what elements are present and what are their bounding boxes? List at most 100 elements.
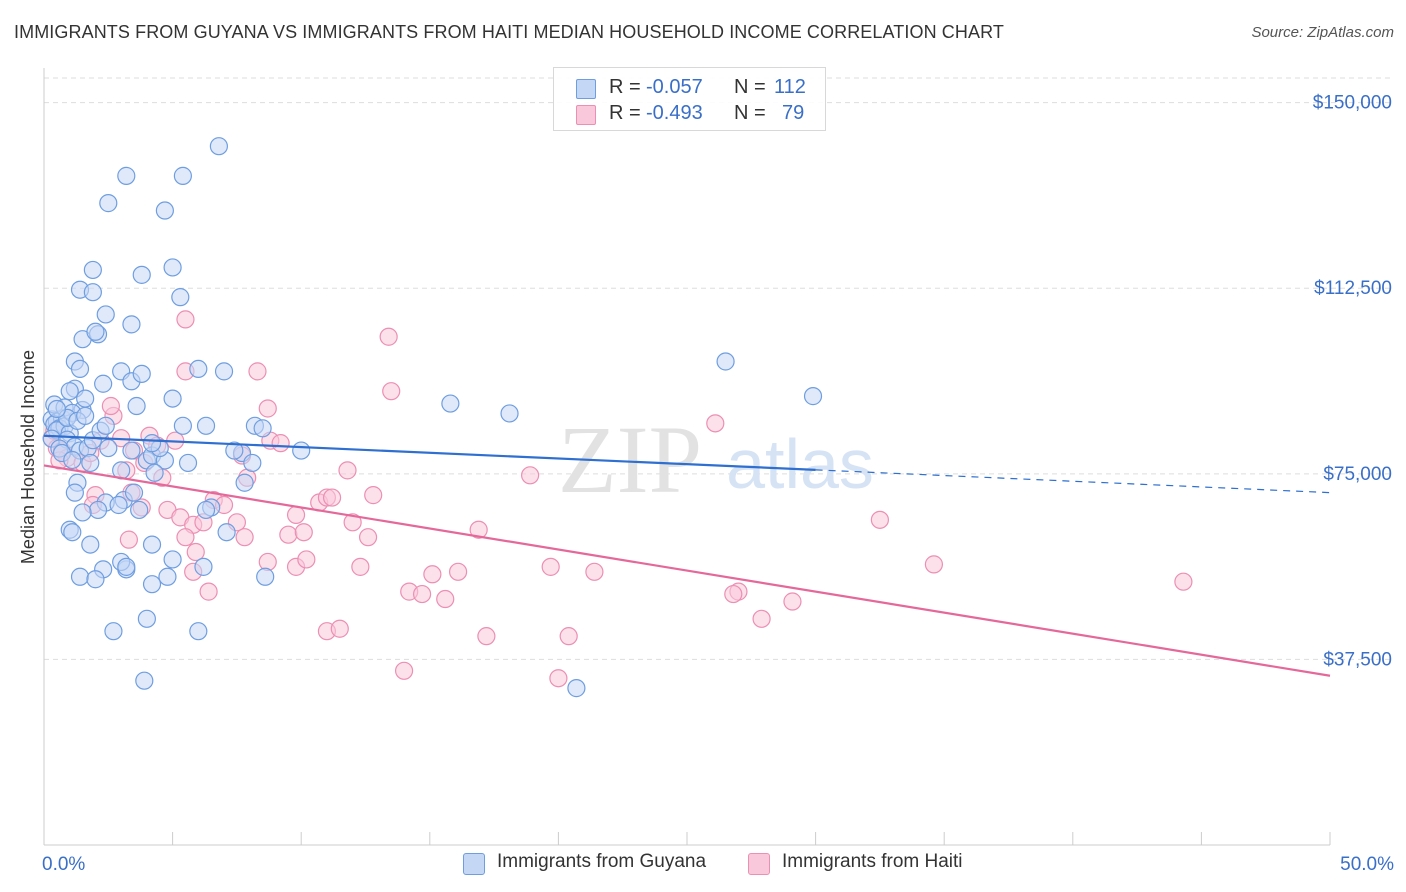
guyana-point: [567, 679, 586, 698]
guyana-point: [196, 416, 216, 435]
series-guyana-points: [42, 137, 823, 698]
guyana-point: [803, 387, 823, 406]
haiti-point: [258, 552, 277, 572]
legend-n-value: 112: [774, 76, 806, 98]
guyana-point: [142, 434, 162, 453]
haiti-point: [322, 488, 342, 507]
legend-r-value: -0.493: [646, 102, 703, 124]
haiti-point: [248, 362, 267, 381]
legend-n-value: 79: [782, 102, 805, 124]
haiti-point: [279, 525, 298, 544]
source-label: Source: ZipAtlas.com: [1251, 24, 1394, 41]
haiti-point: [783, 592, 802, 611]
haiti-point: [186, 542, 205, 562]
guyana-point: [163, 389, 182, 408]
guyana-point: [99, 438, 118, 458]
guyana-point: [235, 473, 254, 492]
legend-r-label: R =: [609, 102, 641, 124]
guyana-point: [214, 362, 234, 381]
guyana-point: [243, 453, 262, 473]
chart-title: IMMIGRANTS FROM GUYANA VS IMMIGRANTS FRO…: [14, 22, 1004, 42]
guyana-point: [86, 322, 105, 341]
guyana-point: [132, 265, 151, 284]
guyana-point: [292, 441, 311, 460]
tick-labels: $37,500 $75,000 $112,500 $150,000 0.0% 50.0%: [42, 93, 1394, 875]
haiti-point: [585, 562, 604, 581]
guyana-point: [127, 396, 146, 416]
guyana-point: [88, 500, 108, 520]
haiti-point: [870, 510, 890, 529]
guyana-point: [63, 523, 82, 542]
x-tick-label: 50.0%: [1340, 854, 1394, 875]
haiti-point: [330, 619, 349, 638]
haiti-point: [382, 382, 401, 401]
haiti-point: [297, 550, 316, 569]
guyana-point: [65, 483, 84, 502]
guyana-point: [189, 622, 208, 641]
haiti-point: [364, 486, 383, 505]
y-tick-label: $112,500: [1314, 278, 1392, 299]
y-axis-label: Median Household Income: [18, 350, 38, 564]
guyana-point: [178, 453, 198, 473]
guyana-point: [81, 453, 100, 473]
grid-lines: [44, 77, 1394, 660]
guyana-point: [122, 441, 141, 460]
haiti-point: [412, 584, 432, 604]
haiti-point: [101, 396, 120, 416]
haiti-point: [176, 528, 195, 547]
haiti-point: [549, 669, 568, 688]
legend-n-label: N =: [734, 76, 766, 98]
bottom-legend-label-guyana: Immigrants from Guyana: [497, 851, 707, 872]
guyana-point: [256, 567, 275, 586]
haiti-point: [394, 661, 414, 680]
guyana-point: [73, 503, 92, 522]
bottom-legend-label-haiti: Immigrants from Haiti: [782, 851, 963, 872]
haiti-point: [343, 513, 362, 532]
guyana-point: [81, 535, 100, 554]
guyana-point: [63, 450, 82, 470]
guyana-point: [163, 550, 182, 569]
watermark: ZIP atlas: [558, 406, 874, 513]
haiti-point: [559, 627, 578, 646]
guyana-point: [104, 622, 123, 641]
haiti-point: [706, 414, 725, 433]
bottom-legend-swatch-haiti: [748, 853, 770, 875]
guyana-point: [109, 495, 128, 515]
haiti-point: [351, 557, 370, 576]
guyana-point: [117, 166, 136, 185]
guyana-point: [142, 575, 162, 594]
haiti-point: [477, 627, 496, 646]
guyana-point: [158, 567, 177, 586]
guyana-point: [96, 416, 115, 435]
legend-n-label: N =: [734, 102, 766, 124]
guyana-point: [132, 364, 151, 383]
guyana-point: [76, 389, 95, 408]
haiti-point: [358, 528, 378, 547]
guyana-trend-extension: [815, 469, 1331, 494]
haiti-point: [448, 562, 468, 581]
watermark-atlas: atlas: [726, 425, 874, 503]
guyana-point: [155, 201, 174, 220]
legend-r-value: -0.057: [646, 76, 703, 98]
legend-swatch-haiti: [576, 105, 596, 125]
axes: [43, 68, 1331, 846]
guyana-point: [47, 399, 66, 419]
guyana-point: [716, 352, 735, 371]
legend-swatch-guyana: [576, 79, 596, 99]
guyana-point: [196, 500, 216, 520]
guyana-point: [83, 260, 102, 280]
bottom-legend-swatch-guyana: [463, 853, 485, 875]
guyana-point: [500, 404, 519, 423]
haiti-point: [119, 530, 138, 549]
haiti-point: [176, 310, 195, 329]
guyana-point: [173, 416, 192, 435]
guyana-point: [99, 194, 118, 213]
guyana-point: [135, 671, 154, 690]
guyana-point: [130, 500, 149, 520]
haiti-point: [423, 565, 442, 584]
guyana-point: [142, 535, 162, 554]
haiti-point: [541, 557, 560, 576]
guyana-point: [76, 406, 95, 426]
haiti-point: [436, 589, 455, 609]
guyana-point: [209, 137, 228, 156]
